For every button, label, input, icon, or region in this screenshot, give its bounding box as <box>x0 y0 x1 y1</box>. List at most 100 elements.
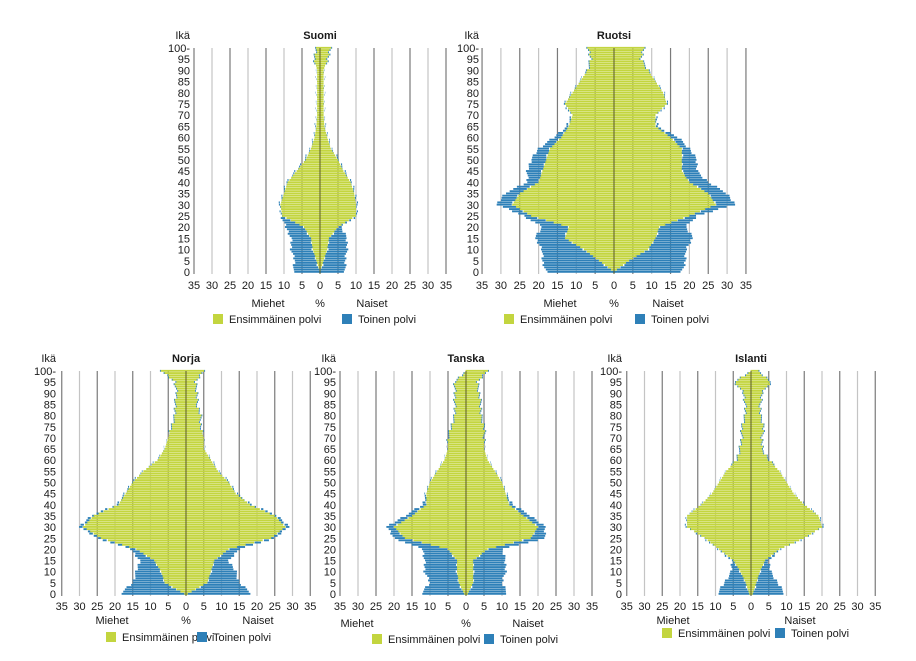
ruotsi-x-tick-label: 35 <box>476 280 488 292</box>
islanti-bar-men-first-gen <box>745 581 751 584</box>
suomi-bar-men-first-gen <box>317 73 320 76</box>
islanti-bar-women-second-gen <box>819 519 821 522</box>
ruotsi-bar-women-second-gen <box>656 235 693 237</box>
tanska-y-tick-label: 65 <box>324 444 336 456</box>
ruotsi-bar-men-second-gen <box>535 237 566 240</box>
tanska-bar-men-first-gen <box>396 528 466 531</box>
norja-bar-men-first-gen <box>136 548 186 551</box>
tanska-bar-women-second-gen <box>504 543 519 546</box>
ruotsi-bar-men-first-gen <box>565 129 614 132</box>
islanti-bar-men-first-gen <box>740 450 751 453</box>
tanska-bar-men-edge <box>456 378 458 381</box>
norja-bar-women-edge <box>202 430 204 432</box>
islanti-bar-men-first-gen <box>747 588 751 591</box>
tanska-y-tick-label: 45 <box>324 489 336 501</box>
tanska-label-women: Naiset <box>512 618 543 630</box>
tanska-bar-men-first-gen <box>404 519 466 522</box>
tanska-bar-men-first-gen <box>423 505 466 508</box>
suomi-bar-men-second-gen <box>290 241 311 244</box>
islanti-bar-men-first-gen <box>690 528 751 531</box>
ruotsi-bar-women-second-gen <box>684 217 697 220</box>
norja-y-tick-label: 45 <box>44 489 56 501</box>
ruotsi-bar-women-second-gen <box>663 107 665 110</box>
norja-bar-men-first-gen <box>168 376 186 379</box>
norja-bar-men-first-gen <box>175 385 186 388</box>
norja-bar-men-first-gen <box>166 441 186 444</box>
norja-bar-women-second-gen <box>213 563 233 566</box>
suomi-bar-men-first-gen <box>316 125 320 128</box>
islanti-bar-men-first-gen <box>716 485 751 488</box>
islanti-bar-men-first-gen <box>710 541 751 544</box>
tanska-bar-women-first-gen <box>466 476 500 479</box>
suomi-bar-women-first-gen <box>320 132 327 134</box>
tanska-bar-women-first-gen <box>466 470 495 473</box>
ruotsi-bar-women-second-gen <box>652 239 691 242</box>
islanti-bar-women-first-gen <box>751 550 777 553</box>
tanska-bar-men-edge <box>453 392 455 395</box>
ruotsi-bar-women-second-gen <box>670 221 690 224</box>
suomi-bar-women-second-gen <box>331 147 333 150</box>
tanska-bar-men-first-gen <box>458 579 466 582</box>
norja-bar-men-second-gen <box>159 454 160 457</box>
islanti-bar-women-first-gen <box>751 505 808 508</box>
norja-bar-women-second-gen <box>208 579 240 582</box>
suomi-bar-men-second-gen <box>283 185 285 188</box>
tanska-bar-men-first-gen <box>453 554 466 557</box>
tanska-x-tick-label: 35 <box>334 601 346 613</box>
tanska-bar-women-first-gen <box>466 514 524 517</box>
norja-bar-women-first-gen <box>186 485 232 488</box>
islanti-bar-men-first-gen <box>737 459 751 461</box>
norja-bar-men-first-gen <box>171 427 186 430</box>
norja-bar-men-first-gen <box>184 592 186 595</box>
ruotsi-bar-women-first-gen <box>614 179 688 181</box>
islanti-bar-women-first-gen <box>751 548 780 551</box>
norja-bar-men-second-gen <box>141 470 143 473</box>
tanska-y-tick-label: 20 <box>324 544 336 556</box>
suomi-bar-women-first-gen <box>320 179 350 181</box>
ruotsi-x-tick-label: 10 <box>570 280 582 292</box>
norja-bar-men-first-gen <box>163 450 186 453</box>
ruotsi-y-tick-label: 60 <box>467 133 479 145</box>
suomi-bar-men-first-gen <box>311 147 320 150</box>
suomi-bar-men-first-gen <box>309 235 320 237</box>
tanska-bar-men-edge <box>453 416 455 419</box>
suomi-bar-women-first-gen <box>320 53 330 56</box>
tanska-bar-women-first-gen <box>466 432 485 435</box>
islanti-bar-men-edge <box>745 412 747 415</box>
ruotsi-bar-women-first-gen <box>614 149 682 152</box>
ruotsi-bar-women-second-gen <box>711 199 731 202</box>
ruotsi-bar-women-edge <box>644 64 646 67</box>
tanska-bar-men-first-gen <box>463 590 466 593</box>
ruotsi-bar-women-second-gen <box>669 136 678 139</box>
norja-bar-men-second-gen <box>137 568 161 571</box>
tanska-bar-men-first-gen <box>434 474 466 477</box>
islanti-bar-women-first-gen <box>751 581 757 584</box>
tanska-bar-men-first-gen <box>451 427 466 430</box>
islanti-bar-women-first-gen <box>751 521 821 524</box>
suomi-bar-men-first-gen <box>317 91 320 94</box>
islanti-x-tick-label: 20 <box>816 601 828 613</box>
ruotsi-bar-women-first-gen <box>614 82 657 85</box>
islanti-bar-women-edge <box>761 441 763 444</box>
suomi-bar-women-first-gen <box>320 147 331 150</box>
islanti-bar-men-edge <box>747 372 749 374</box>
islanti-bar-women-first-gen <box>751 427 763 430</box>
suomi-bar-men-first-gen <box>309 149 320 152</box>
suomi-bar-women-second-gen <box>353 217 356 220</box>
suomi-bar-women-edge <box>326 62 328 65</box>
islanti-bar-men-first-gen <box>736 563 751 566</box>
tanska-bar-men-first-gen <box>454 401 466 403</box>
tanska-bar-women-first-gen <box>466 463 491 466</box>
ruotsi-bar-men-first-gen <box>574 89 614 92</box>
tanska-bar-men-first-gen <box>457 378 466 381</box>
ruotsi-bar-women-second-gen <box>680 167 697 170</box>
islanti-bar-men-first-gen <box>714 488 751 490</box>
islanti-x-tick-label: 15 <box>798 601 810 613</box>
tanska-bar-men-first-gen <box>441 463 466 466</box>
suomi-bar-men-second-gen <box>294 170 296 172</box>
norja-bar-women-second-gen <box>202 583 241 586</box>
norja-bar-women-second-gen <box>282 528 286 531</box>
islanti-bar-women-edge <box>760 401 762 403</box>
tanska-bar-women-second-gen <box>533 530 544 533</box>
ruotsi-bar-men-edge <box>589 55 591 58</box>
